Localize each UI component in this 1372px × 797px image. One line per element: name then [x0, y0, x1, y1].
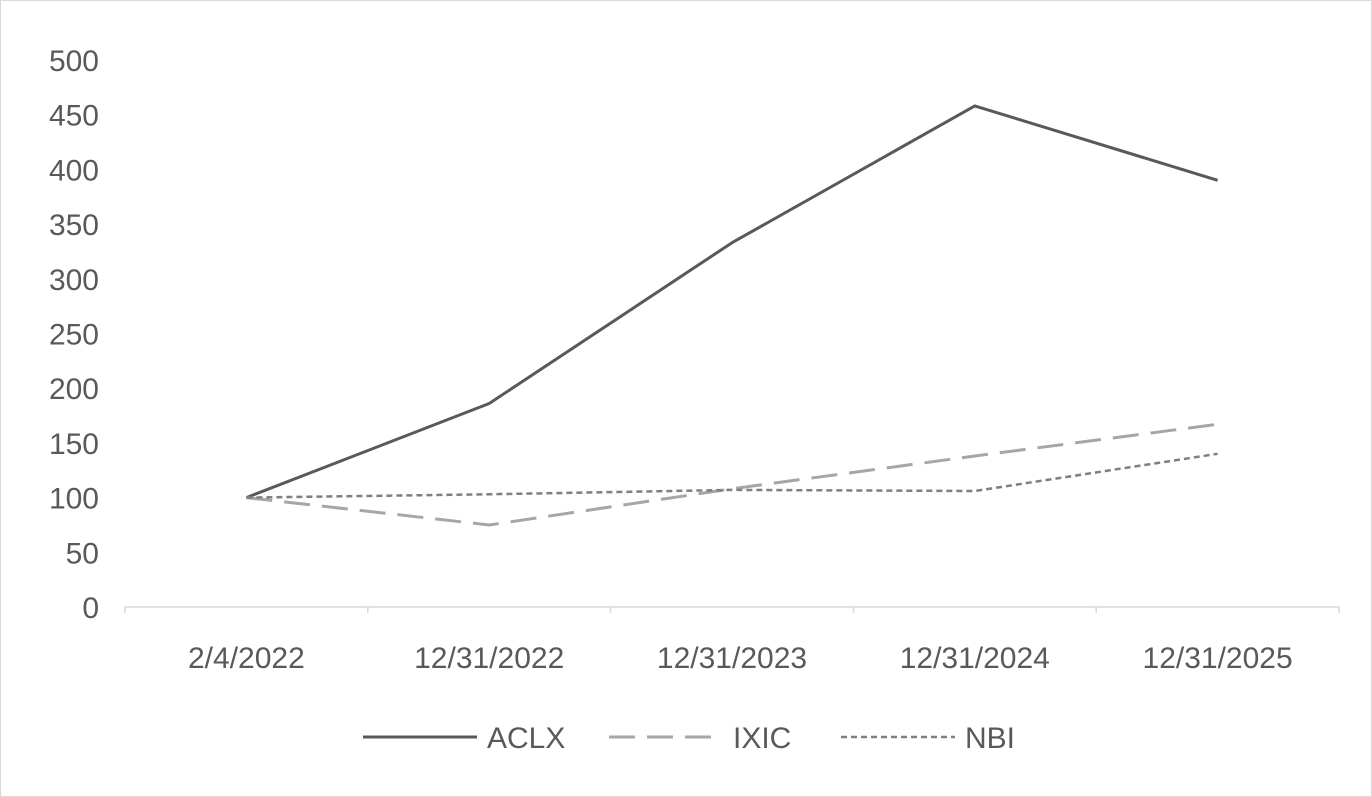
y-tick-label: 0	[82, 592, 99, 625]
legend-label-ixic: IXIC	[733, 722, 791, 755]
x-tick-label: 12/31/2024	[900, 642, 1050, 675]
y-tick-label: 100	[49, 483, 99, 516]
y-tick-label: 200	[49, 373, 99, 406]
y-tick-label: 150	[49, 428, 99, 461]
x-tick-label: 12/31/2025	[1143, 642, 1293, 675]
x-axis	[124, 606, 1340, 613]
series-line-ixic	[246, 422, 1218, 527]
y-tick-label: 300	[49, 264, 99, 297]
y-tick-label: 450	[49, 100, 99, 133]
x-tick-label: 12/31/2022	[414, 642, 564, 675]
legend: ACLX IXIC NBI	[363, 722, 1015, 755]
y-tick-label: 250	[49, 319, 99, 352]
y-tick-label: 400	[49, 154, 99, 187]
y-tick-label: 500	[49, 45, 99, 78]
legend-label-nbi: NBI	[965, 722, 1015, 755]
legend-label-aclx: ACLX	[487, 722, 565, 755]
x-tick-label: 2/4/2022	[188, 642, 305, 675]
series-line-nbi	[246, 452, 1218, 499]
series-lines	[245, 104, 1219, 527]
x-axis-tick-labels: 2/4/2022 12/31/2022 12/31/2023 12/31/2024 12…	[188, 642, 1293, 675]
y-axis-tick-labels: 0 50 100 150 200 250 300 350 400 450 500	[49, 45, 99, 625]
y-tick-label: 350	[49, 209, 99, 242]
x-tick-label: 12/31/2023	[657, 642, 807, 675]
series-line-aclx	[245, 104, 1219, 499]
y-tick-label: 50	[66, 537, 99, 570]
